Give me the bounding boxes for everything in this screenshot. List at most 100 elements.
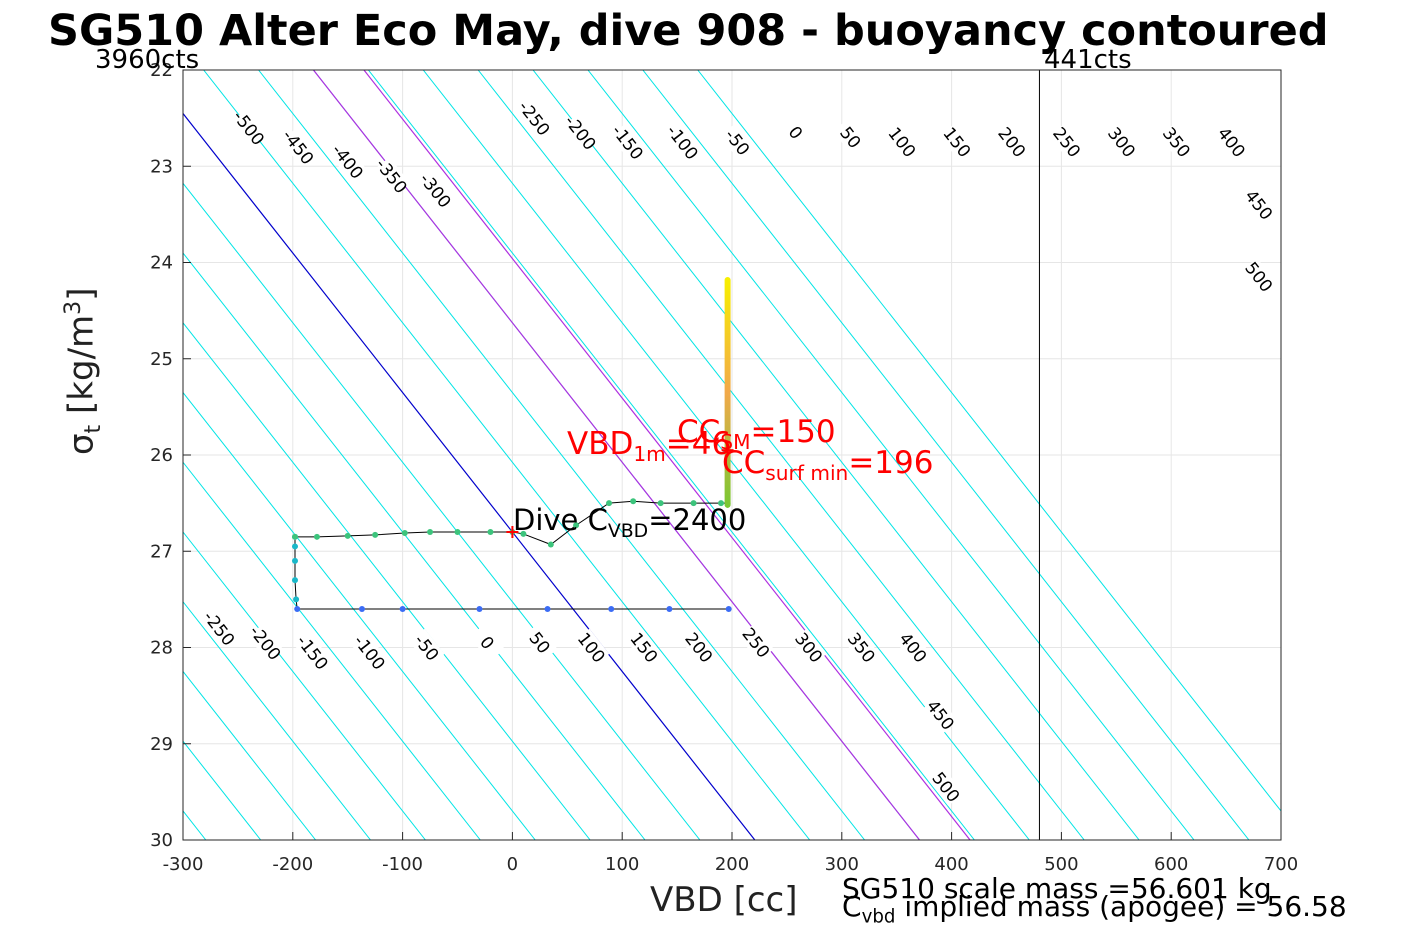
x-tick-label-2: -100 [382,854,423,875]
x-tick-label-8: 500 [1044,854,1078,875]
climb-point-14 [657,500,664,507]
dive-point-3 [544,606,551,612]
dive-point-1 [666,606,673,612]
cc-sm-sub: SM [720,430,751,455]
contour-label-upper-bg-9 [719,123,756,161]
climb-point-1 [313,533,320,540]
y-axis-label-unit-pre: [kg/m [61,314,102,414]
contour-label-upper-bg-14 [994,123,1030,161]
contour-label-upper-bg-13 [939,123,975,161]
dive-cvbd-sub: VBD [607,520,649,542]
contour-label-lower-bg-14 [922,696,959,734]
y-axis-label-unit-sup: 3 [60,300,86,315]
contour-zero-line [183,112,756,840]
y-tick-label-1: 23 [150,156,173,177]
contour-label-lower-bg-6 [522,623,558,662]
contour-label-lower-bg-11 [791,628,827,667]
contour-label-lower-bg-2 [294,633,331,672]
climb-point-16 [718,500,725,507]
y-tick-label-7: 29 [150,734,173,755]
contour-line-500 [697,70,1281,812]
contour-label-lower-bg-10 [738,623,774,662]
implied-mass-sub: vbd [861,906,896,928]
contour-label-lower-bg-9 [681,628,717,667]
dive-point-11 [291,543,298,550]
x-tick-label-7: 400 [934,854,968,875]
climb-point-12 [606,500,613,507]
contour-line--300 [183,531,426,840]
x-axis-label: VBD [cc] [650,880,798,920]
climb-point-11 [573,522,580,529]
left-counts-label: 3960cts [95,45,200,75]
contour-label-upper-bg-8 [664,123,701,161]
contour-label-lower-bg-5 [469,623,505,662]
contour-highlight-196 [363,70,971,840]
implied-mass-main: C [842,890,862,923]
contour-label-lower-bg-8 [626,628,662,667]
vbd-1m-sub: 1m [633,442,666,467]
cc-surf-main: CC [722,445,766,481]
climb-point-10 [547,541,554,548]
contour-label-upper-bg-5 [516,99,553,137]
y-tick-label-6: 28 [150,638,173,659]
contour-line-450 [642,70,1250,840]
climb-point-3 [372,531,379,538]
climb-point-13 [630,498,637,505]
contour-label-upper-bg-6 [562,113,599,152]
dive-point-8 [293,596,300,603]
contour-label-lower-bg-7 [573,628,610,667]
contour-label-lower-bg-1 [247,623,284,662]
contour-label-upper-bg-10 [777,113,814,152]
axis-ticks: -300 -200 -100 0 100 200 300 400 500 600 700 22 23 24… [150,60,1298,875]
contour-label-upper-bg-4 [417,171,454,210]
dive-profile [291,276,734,612]
dive-point-7 [294,606,301,612]
dive-cvbd-value: =2400 [648,503,747,537]
contour-line--150 [183,321,591,840]
climb-point-4 [401,529,408,536]
contour-line-50 [203,70,811,840]
x-tick-label-3: 0 [507,854,518,875]
contour-label-upper-bg-16 [1104,123,1140,161]
contour-line-100 [258,70,866,840]
contour-label-upper-bg-12 [884,123,920,161]
x-tick-label-4: 100 [605,854,639,875]
contour-label-upper-bg-0 [231,108,267,147]
dive-point-10 [291,557,298,564]
x-tick-label-6: 300 [825,854,859,875]
right-counts-label: 441cts [1044,45,1132,75]
contour-label-upper-bg-7 [609,123,646,161]
climb-point-0 [291,533,298,540]
implied-mass-rest: implied mass (apogee) = 56.58 [895,890,1347,923]
scale-mass-note: SG510 scale mass =56.601 kg [842,872,1272,905]
y-tick-label-8: 30 [150,830,173,851]
cc-sm-main: CC [677,414,721,450]
contour-label-upper-bg-19 [1241,185,1277,224]
contour-label-lower-bg-0 [201,609,237,648]
dive-point-2 [608,606,615,612]
contour-line-400 [587,70,1195,840]
climb-point-7 [487,529,494,535]
cc-surf-sub: surf min [765,461,849,486]
contour-line-350 [532,70,1140,840]
contour-label-lower-bg-4 [409,628,445,667]
y-axis-label-main: σ [61,433,102,455]
contour-label-lower-bg-12 [843,628,880,667]
contour-label-upper-bg-17 [1158,123,1195,161]
y-axis-label-sub: t [80,424,107,434]
vbd-1m-annotation: VBD1m=46 [567,426,731,466]
contour-line--250 [183,461,481,840]
contour-line--50 [183,182,701,840]
contour-highlight-150 [312,70,921,840]
y-axis-label-unit-post: ] [61,287,102,301]
contour-label-lower-bg-3 [351,633,388,672]
contour-label-upper-bg-3 [373,157,410,195]
contour-line--500 [183,810,207,840]
contour-label-upper-bg-18 [1213,123,1250,161]
dive-point-4 [476,606,483,612]
climb-point-5 [427,529,434,535]
buoyancy-contours [183,70,1281,840]
contour-line--100 [183,252,646,840]
contour-label-upper-bg-15 [1049,123,1085,161]
